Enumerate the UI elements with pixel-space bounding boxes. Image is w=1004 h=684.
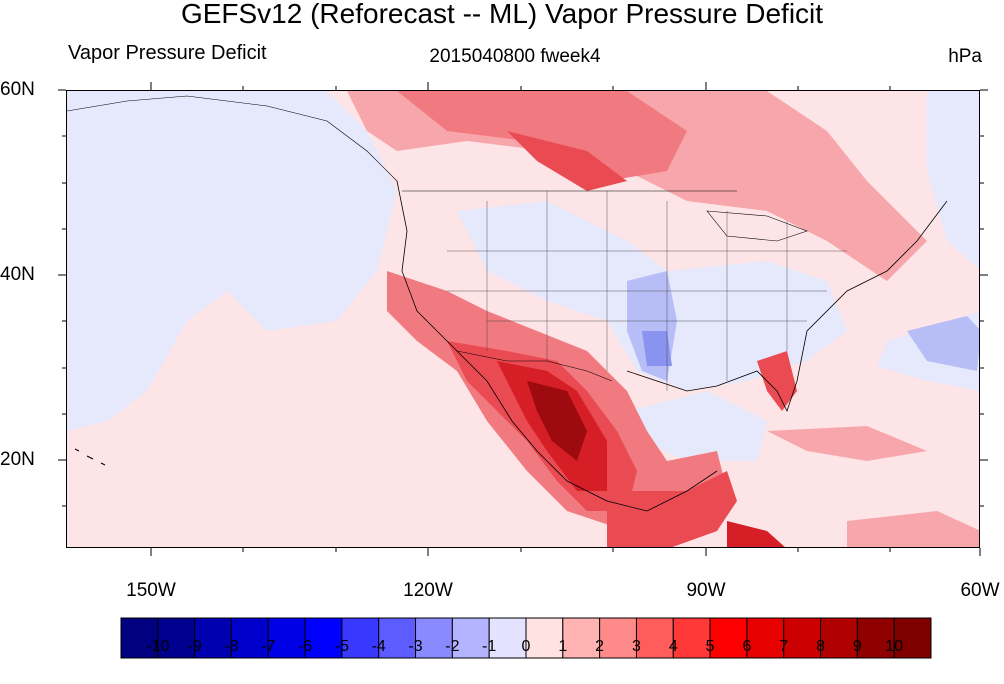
- colorbar-tick-label: -3: [408, 638, 423, 655]
- canada-positive-core: [397, 91, 687, 181]
- colorbar-tick-label: 0: [521, 638, 531, 655]
- atlantic-negative-core: [907, 316, 979, 371]
- colorbar-swatch: [783, 617, 822, 659]
- pacific-coastline: [396, 180, 718, 512]
- colorbar-tick-label: -7: [261, 638, 276, 655]
- colorbar-swatch: [120, 617, 159, 659]
- colorbar-swatch: [709, 617, 748, 659]
- colorbar-swatch: [672, 617, 711, 659]
- forecast-date-label: 2015040800 fweek4: [429, 46, 601, 67]
- colorbar-tick-label: 5: [705, 638, 715, 655]
- colorbar-tick-label: 10: [885, 638, 904, 655]
- colorbar-tick-label: -5: [334, 638, 350, 655]
- colorbar-tick-label: -4: [371, 638, 386, 655]
- lat-label-40n: 40N: [0, 264, 35, 285]
- central-america-positive-strong: [727, 521, 785, 547]
- colorbar-swatch: [378, 617, 417, 659]
- colorbar-swatch: [599, 617, 637, 659]
- pacific-negative-region: [67, 91, 397, 431]
- lat-label-20n: 20N: [0, 449, 35, 470]
- colorbar-tick-label: -8: [224, 638, 239, 655]
- lat-label-60n: 60N: [0, 79, 35, 100]
- canada-positive-max: [507, 131, 627, 191]
- lon-label-120w: 120W: [403, 580, 453, 601]
- caribbean-positive: [767, 426, 927, 461]
- pacific-south-region: [67, 441, 427, 531]
- vpd-field: [67, 91, 979, 547]
- colorbar-swatch: [893, 617, 932, 659]
- colorbar-swatch: [157, 617, 196, 659]
- vpd-map: [66, 90, 980, 548]
- colorbar-tick-label: 4: [668, 638, 678, 655]
- lon-label-150w: 150W: [126, 580, 176, 601]
- colorbar-swatch: [856, 617, 895, 659]
- florida-positive: [757, 351, 797, 411]
- state-boundaries: [447, 191, 847, 391]
- hawaii-islands: [74, 448, 106, 466]
- colorbar-tick-label: 3: [632, 638, 641, 655]
- colorbar-swatch: [267, 617, 306, 659]
- colorbar-tick-label: -2: [445, 638, 460, 655]
- colorbar-swatch: [304, 617, 343, 659]
- lon-label-60w: 60W: [960, 580, 1000, 601]
- south-caribbean-positive: [847, 511, 979, 547]
- colorbar-tick-label: -1: [482, 638, 497, 655]
- alaska-coastline: [67, 95, 398, 182]
- colorbar-tick-label: 2: [595, 638, 605, 655]
- map-title: GEFSv12 (Reforecast -- ML) Vapor Pressur…: [180, 0, 824, 29]
- colorbar-swatch: [562, 617, 601, 659]
- canada-positive-band: [347, 91, 927, 281]
- texas-negative-core: [642, 331, 672, 366]
- mexico-positive-max: [527, 381, 587, 461]
- colorbar-tick-label: -9: [187, 638, 202, 655]
- colorbar-swatch: [635, 617, 674, 659]
- colorbar-swatch: [230, 617, 269, 659]
- colorbar-tick-label: -6: [297, 638, 313, 655]
- central-america-positive: [607, 471, 737, 547]
- gulf-negative: [627, 391, 767, 461]
- colorbar-tick-label: 6: [742, 638, 752, 655]
- lon-label-90w: 90W: [686, 580, 726, 601]
- colorbar-tick-label: 1: [558, 638, 568, 655]
- atlantic-coastline: [626, 200, 948, 413]
- great-lakes: [706, 210, 808, 242]
- colorbar: [120, 617, 932, 659]
- colorbar-swatch: [451, 617, 490, 659]
- colorbar-tick-label: -10: [146, 638, 170, 655]
- colorbar-tick-label: 8: [816, 638, 825, 655]
- atlantic-north-negative: [927, 91, 979, 270]
- units-label: hPa: [948, 46, 982, 67]
- variable-label: Vapor Pressure Deficit: [68, 42, 267, 64]
- colorbar-tick-label: 9: [852, 638, 862, 655]
- colorbar-swatch: [820, 617, 858, 659]
- colorbar-swatch: [488, 617, 527, 659]
- colorbar-tick-label: 7: [779, 638, 789, 655]
